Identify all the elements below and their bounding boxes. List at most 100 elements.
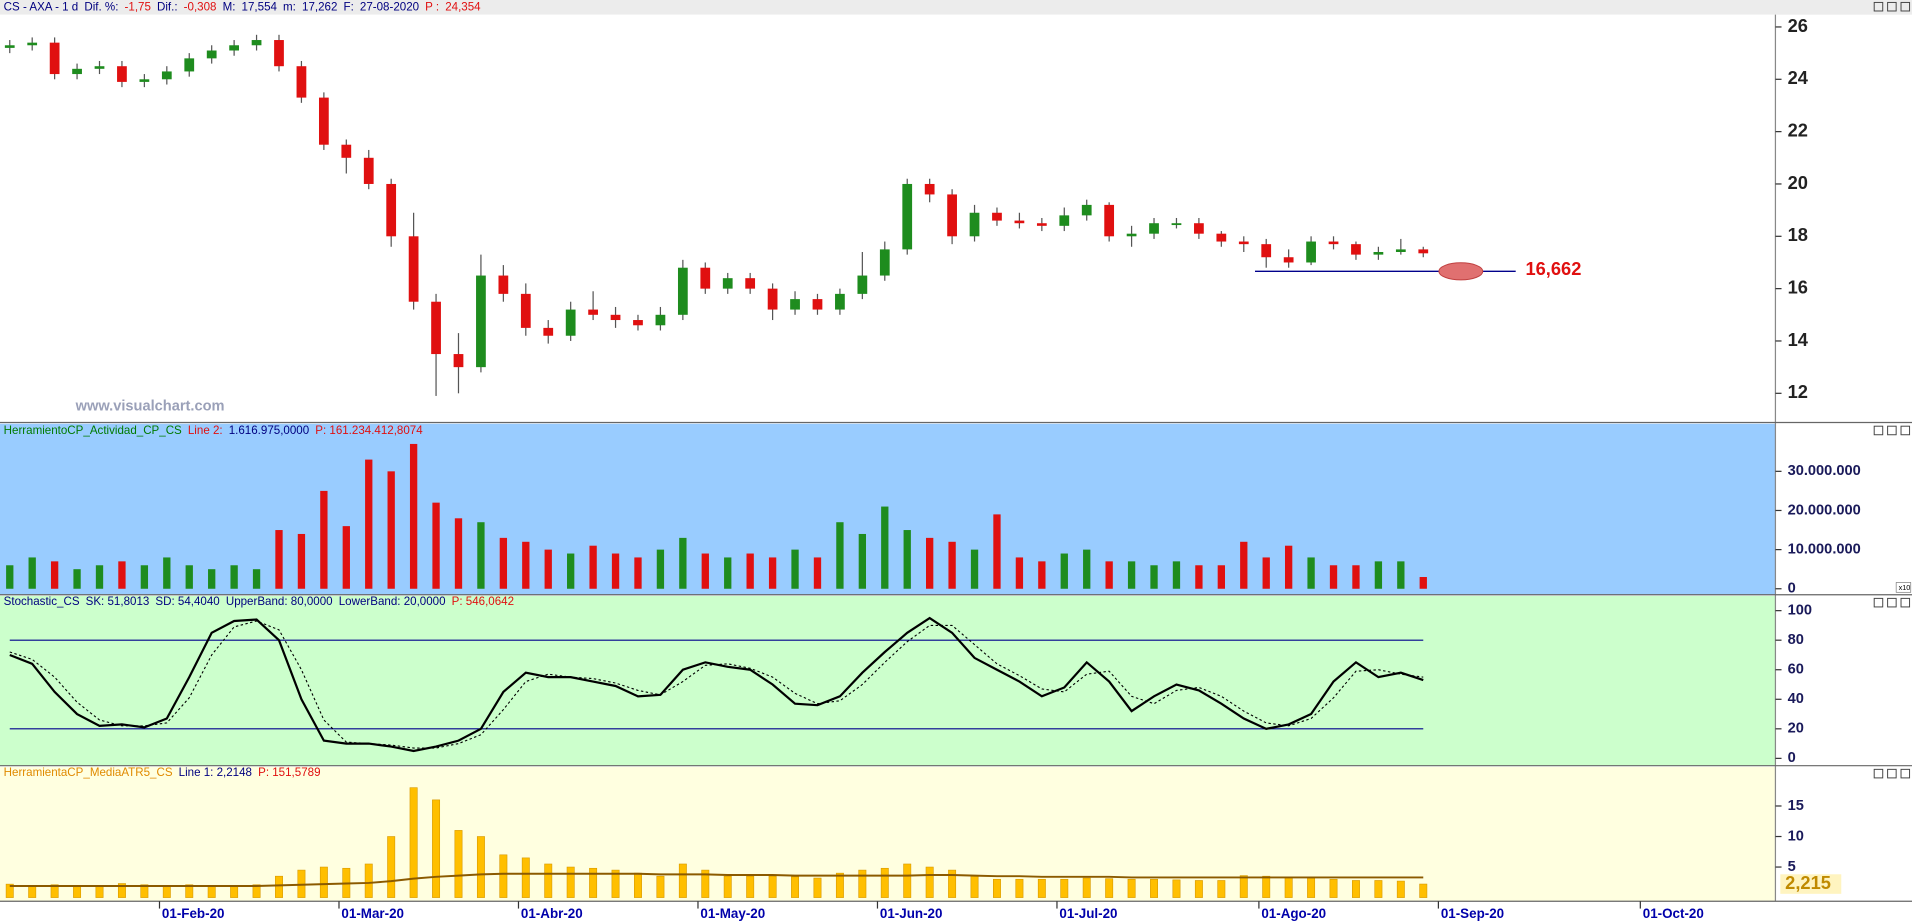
- bar: [948, 541, 956, 589]
- bar: [275, 875, 283, 898]
- maximize-button[interactable]: [1887, 425, 1897, 436]
- bar: [522, 541, 530, 589]
- bar: [1374, 880, 1383, 898]
- bar: [95, 885, 104, 898]
- y-tick-label: 22: [1788, 119, 1808, 140]
- axis-note: x10: [1899, 583, 1911, 592]
- maximize-button[interactable]: [1887, 597, 1897, 608]
- candle-body: [27, 42, 38, 46]
- panel-header: M:: [223, 1, 236, 13]
- bar: [1397, 561, 1405, 589]
- bar: [252, 884, 261, 898]
- panel-header: Dif.:: [157, 1, 178, 13]
- bar: [1419, 577, 1427, 589]
- minimize-button[interactable]: [1873, 425, 1884, 436]
- bar: [499, 537, 508, 589]
- candle-body: [655, 314, 666, 326]
- x-tick-label: 01-Ago-20: [1261, 906, 1326, 921]
- bar: [679, 537, 687, 589]
- close-button[interactable]: [1900, 425, 1911, 436]
- y-tick-label: 30.000.000: [1788, 463, 1861, 479]
- candle-body: [857, 275, 868, 294]
- bar: [73, 569, 81, 589]
- y-tick-label: 18: [1788, 224, 1808, 245]
- minimize-button[interactable]: [1873, 1, 1884, 12]
- bar: [454, 518, 463, 589]
- y-tick-label: 24: [1788, 67, 1809, 88]
- bar: [28, 557, 36, 589]
- bar: [544, 549, 552, 589]
- panel-header: P: 161.234.412,8074: [315, 425, 423, 437]
- axis-note-box: [1895, 582, 1912, 593]
- candle-body: [1328, 241, 1339, 245]
- candle-body: [1395, 249, 1406, 253]
- bar: [5, 883, 14, 898]
- candle-body: [1171, 223, 1182, 226]
- bar: [835, 872, 844, 898]
- bar: [611, 869, 620, 898]
- bar: [252, 569, 261, 589]
- close-button[interactable]: [1900, 768, 1911, 779]
- candle-body: [812, 299, 823, 310]
- bar: [454, 830, 463, 898]
- bar: [1194, 880, 1203, 898]
- bar: [544, 863, 553, 898]
- minimize-button[interactable]: [1873, 768, 1884, 779]
- bar: [1172, 879, 1181, 898]
- bar: [319, 866, 328, 898]
- bar: [1015, 557, 1024, 589]
- panel-header: HerramientoCP_Actividad_CP_CS: [4, 425, 182, 437]
- maximize-button[interactable]: [1887, 1, 1897, 12]
- bar: [162, 885, 171, 898]
- bar: [1060, 878, 1069, 898]
- bar: [364, 863, 373, 898]
- bar: [634, 872, 642, 898]
- candle-body: [139, 79, 150, 82]
- bar: [925, 866, 934, 898]
- bar: [1262, 557, 1270, 589]
- bar: [1105, 878, 1114, 898]
- x-tick-label: 01-Jun-20: [880, 906, 943, 921]
- bar: [1262, 875, 1271, 898]
- candle-body: [341, 144, 352, 158]
- bar: [970, 875, 979, 898]
- x-tick-label: 01-Jul-20: [1059, 906, 1117, 921]
- bar: [409, 443, 418, 589]
- candle-body: [296, 66, 307, 98]
- bar: [432, 502, 440, 589]
- y-tick-label: 80: [1788, 632, 1804, 648]
- bar: [117, 883, 126, 898]
- panel-header: SK: 51,8013: [86, 596, 150, 608]
- close-button[interactable]: [1900, 1, 1911, 12]
- bar: [118, 561, 126, 589]
- candle-body: [161, 71, 172, 80]
- bar: [1037, 878, 1046, 898]
- bar: [140, 565, 149, 589]
- minimize-button[interactable]: [1873, 597, 1884, 608]
- bar: [409, 787, 418, 898]
- bar: [858, 533, 867, 589]
- candle-body: [251, 40, 262, 46]
- bar: [634, 557, 642, 589]
- bar: [1329, 878, 1338, 898]
- bar: [836, 522, 844, 589]
- close-button[interactable]: [1900, 597, 1911, 608]
- candle-body: [274, 40, 284, 67]
- y-tick-label: 12: [1788, 381, 1808, 402]
- bar: [791, 876, 800, 898]
- y-tick-label: 0: [1788, 750, 1796, 766]
- y-tick-label: 16: [1788, 276, 1808, 297]
- bar: [1150, 878, 1158, 898]
- candle-body: [117, 66, 127, 82]
- bar: [948, 869, 957, 898]
- candle-body: [722, 278, 733, 289]
- candle-body: [879, 249, 890, 276]
- window-controls[interactable]: [1873, 1, 1911, 779]
- candle-body: [1126, 233, 1137, 237]
- candle-body: [1306, 241, 1316, 263]
- maximize-button[interactable]: [1887, 768, 1897, 779]
- candle-body: [229, 45, 239, 51]
- candle-body: [610, 314, 621, 321]
- bar: [791, 549, 799, 589]
- support-marker: [1438, 262, 1484, 281]
